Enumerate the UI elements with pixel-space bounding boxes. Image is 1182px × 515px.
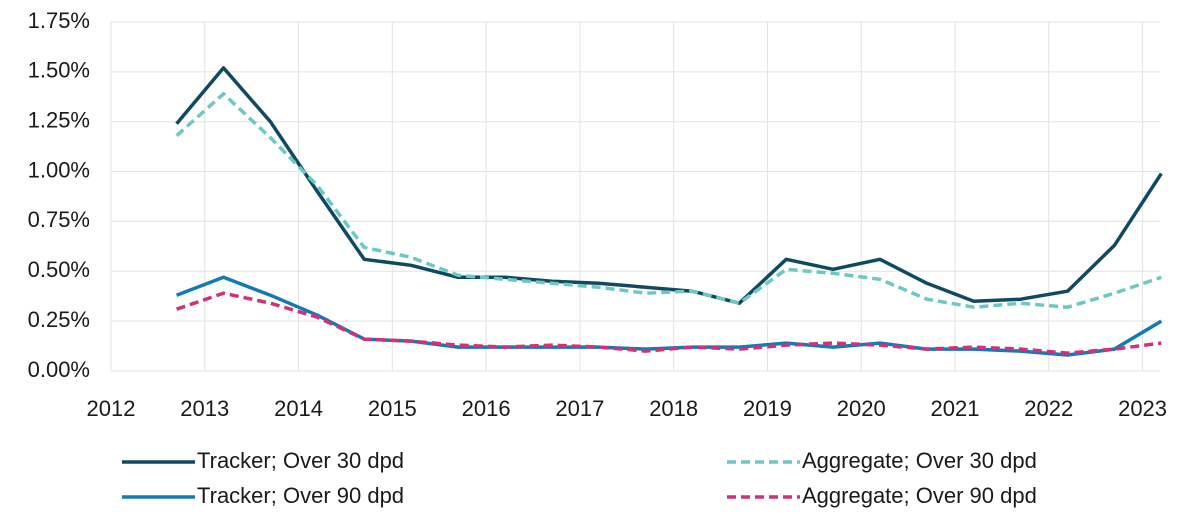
x-tick-label: 2018: [649, 396, 698, 421]
x-tick-label: 2013: [180, 396, 229, 421]
y-tick-label: 1.00%: [28, 157, 90, 182]
legend-label: Aggregate; Over 90 dpd: [802, 483, 1037, 508]
series-line: [175, 66, 1163, 305]
x-tick-label: 2020: [837, 396, 886, 421]
y-tick-label: 1.25%: [28, 108, 90, 133]
x-tick-label: 2016: [462, 396, 511, 421]
x-tick-label: 2023: [1118, 396, 1167, 421]
x-tick-label: 2012: [87, 396, 136, 421]
x-tick-label: 2021: [931, 396, 980, 421]
x-tick-label: 2017: [555, 396, 604, 421]
legend-label: Tracker; Over 90 dpd: [197, 483, 404, 508]
y-tick-label: 0.25%: [28, 307, 90, 332]
legend-label: Tracker; Over 30 dpd: [197, 448, 404, 473]
series-line: [175, 92, 1162, 309]
legend-label: Aggregate; Over 30 dpd: [802, 448, 1037, 473]
y-tick-label: 1.50%: [28, 58, 90, 83]
y-tick-label: 0.75%: [28, 207, 90, 232]
y-tick-label: 0.50%: [28, 257, 90, 282]
y-tick-label: 0.00%: [28, 357, 90, 382]
x-tick-label: 2022: [1024, 396, 1073, 421]
series-line: [176, 291, 1162, 355]
x-tick-label: 2014: [274, 396, 323, 421]
x-tick-label: 2019: [743, 396, 792, 421]
y-tick-label: 1.75%: [28, 8, 90, 33]
x-tick-label: 2015: [368, 396, 417, 421]
